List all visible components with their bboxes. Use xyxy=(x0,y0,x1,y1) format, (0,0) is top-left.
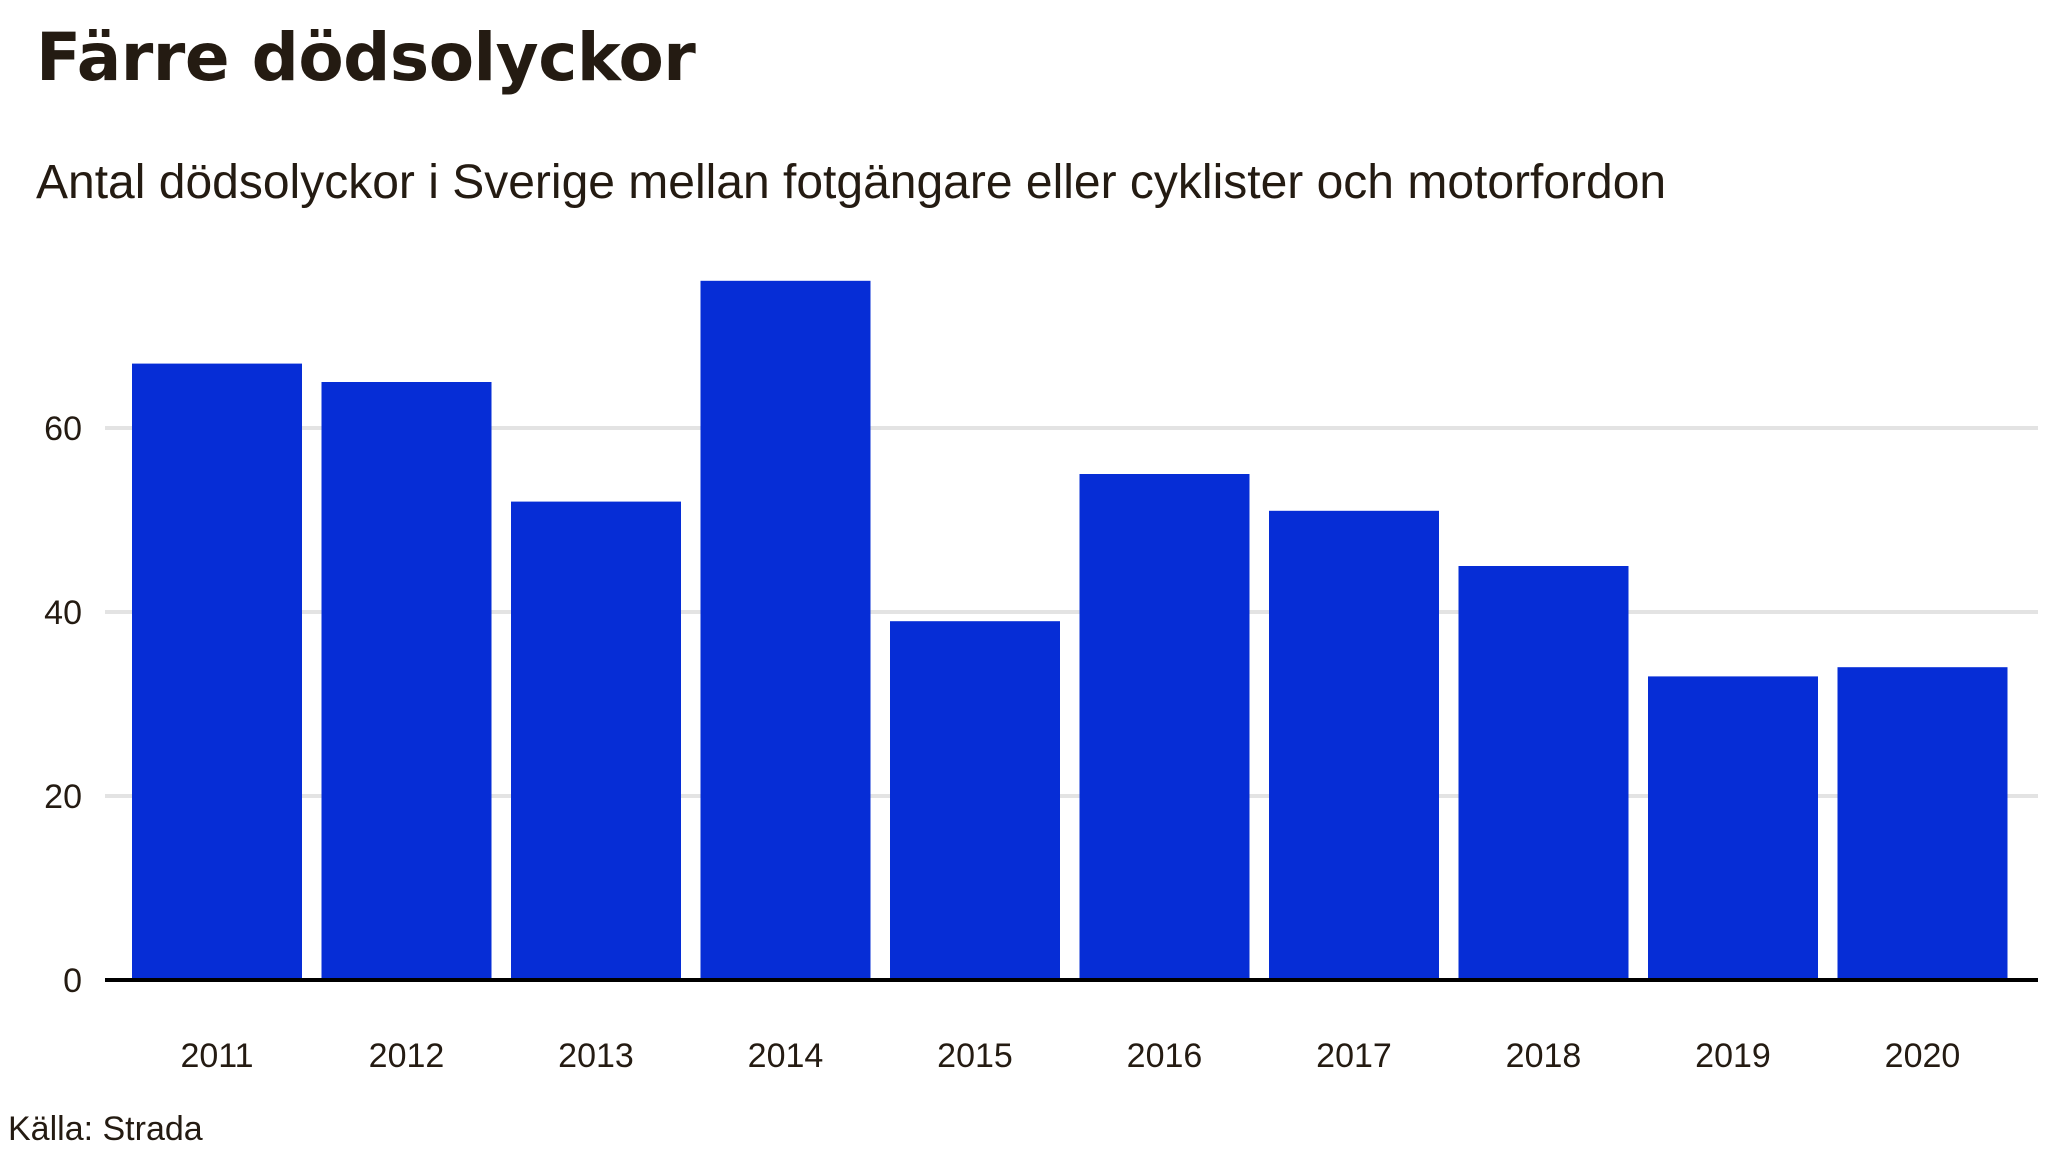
y-tick-label: 20 xyxy=(44,778,82,816)
y-tick-label: 60 xyxy=(44,410,82,448)
x-tick-label: 2017 xyxy=(1316,1037,1392,1075)
bar-2020 xyxy=(1837,667,2008,980)
x-tick-label: 2014 xyxy=(748,1037,824,1075)
bar-2018 xyxy=(1458,566,1629,980)
source-note: Källa: Strada xyxy=(8,1110,203,1148)
bar-2015 xyxy=(890,621,1060,980)
y-tick-label: 40 xyxy=(44,594,82,632)
x-tick-label: 2018 xyxy=(1506,1037,1582,1075)
bar-2011 xyxy=(132,363,302,981)
bar-2014 xyxy=(700,280,871,980)
y-axis-tick-labels: 0 20 40 60 xyxy=(44,410,82,1000)
bars xyxy=(132,280,2008,981)
x-tick-label: 2016 xyxy=(1127,1037,1203,1075)
bar-2019 xyxy=(1648,676,1818,980)
bar-2016 xyxy=(1079,474,1250,980)
bar-2017 xyxy=(1269,510,1439,980)
x-tick-label: 2019 xyxy=(1695,1037,1771,1075)
x-tick-label: 2015 xyxy=(937,1037,1013,1075)
bar-2013 xyxy=(511,501,681,980)
x-tick-label: 2012 xyxy=(369,1037,445,1075)
x-tick-label: 2020 xyxy=(1885,1037,1961,1075)
x-tick-label: 2011 xyxy=(180,1037,253,1075)
y-tick-label: 0 xyxy=(63,962,82,1000)
bar-2012 xyxy=(321,382,492,980)
x-axis-tick-labels: 2011 2012 2013 2014 2015 2016 2017 2018 2019 2020 xyxy=(180,1037,1960,1075)
chart-title: Färre dödsolyckor xyxy=(36,19,696,96)
x-tick-label: 2013 xyxy=(558,1037,634,1075)
chart-subtitle: Antal dödsolyckor i Sverige mellan fotgä… xyxy=(36,156,1667,209)
